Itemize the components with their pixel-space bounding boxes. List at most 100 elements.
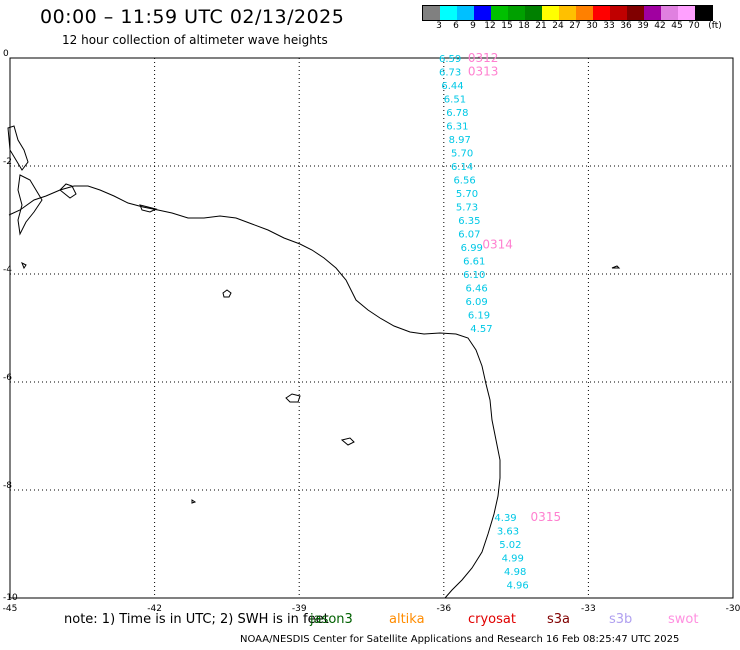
legend-tick-label: 45 (671, 21, 683, 31)
satellite-label-cryosat: cryosat (468, 612, 516, 627)
atol-das-rocas (222, 289, 232, 298)
wave-height-value: 6.73 (439, 68, 461, 79)
legend-swatch (644, 6, 661, 20)
legend-swatch (508, 6, 525, 20)
altimeter-observations: 6.59 6.73 6.44 6.51 6.78 6.31 8.97 5.70 6.14 6.56… (439, 54, 529, 592)
small-island-2 (611, 265, 621, 269)
wave-height-value: 4.96 (506, 581, 528, 592)
lon-tick-label: -42 (147, 604, 162, 614)
footer-note: note: 1) Time is in UTC; 2) SWH is in fe… (64, 612, 329, 627)
pass-date-label: 0313 (468, 65, 499, 79)
pass-date-label: 0312 (468, 51, 499, 65)
lon-tick-label: -30 (726, 604, 740, 614)
coastline (7, 125, 621, 599)
legend-tick-label: 6 (453, 21, 459, 31)
legend-swatch (474, 6, 491, 20)
legend-tick-label: 24 (552, 21, 564, 31)
map-frame (9, 57, 734, 599)
wave-height-value: 4.39 (494, 513, 516, 524)
wave-height-value: 5.02 (499, 540, 521, 551)
satellite-label-swot: swot (668, 612, 699, 627)
marajo-island-coast (7, 125, 29, 171)
legend-swatch (440, 6, 457, 20)
legend-swatch (457, 6, 474, 20)
lon-tick-label: -39 (292, 604, 307, 614)
st-peter-paul-island (340, 437, 355, 446)
lat-tick-label: 0 (3, 49, 9, 59)
satellite-label-jason3: jason3 (310, 612, 353, 627)
bay-coast (59, 183, 77, 199)
wave-height-value: 6.35 (458, 216, 480, 227)
legend-tick-label: 36 (620, 21, 632, 31)
legend-swatch (559, 6, 576, 20)
lon-tick-label: -36 (436, 604, 451, 614)
satellite-label-s3a: s3a (547, 612, 571, 627)
legend-tick-label: 42 (654, 21, 666, 31)
legend-tick-label: 70 (688, 21, 700, 31)
axis-tick-labels: -45 -42 -39 -36 -33 -30 0 -2 -4 -6 -8 -10 (3, 49, 740, 614)
wave-height-value: 4.99 (502, 554, 524, 565)
legend-swatch (593, 6, 610, 20)
legend-unit: (ft) (708, 21, 722, 31)
legend-tick-label: 18 (518, 21, 530, 31)
legend-tick-label: 33 (603, 21, 615, 31)
fernando-de-noronha (285, 393, 301, 403)
wave-height-value: 6.09 (465, 297, 487, 308)
small-island-1 (21, 261, 27, 270)
wave-height-color-legend (422, 5, 713, 21)
wave-height-value: 6.19 (468, 311, 490, 322)
legend-tick-label: 3 (436, 21, 442, 31)
legend-swatch (576, 6, 593, 20)
wave-height-value: 5.70 (456, 189, 478, 200)
legend-tick-label: 39 (637, 21, 649, 31)
legend-tick-label: 12 (484, 21, 496, 31)
legend-tick-label: 15 (501, 21, 513, 31)
lat-tick-label: -6 (3, 373, 12, 383)
map-subtitle: 12 hour collection of altimeter wave hei… (62, 33, 328, 47)
wave-height-value: 6.56 (453, 176, 475, 187)
wave-height-value: 6.46 (465, 284, 487, 295)
lencois-coast (139, 204, 158, 213)
lon-tick-label: -33 (581, 604, 596, 614)
legend-tick-label: 21 (535, 21, 547, 31)
wave-height-value: 6.51 (444, 95, 466, 106)
pass-date-label: 0315 (531, 510, 562, 524)
legend-swatch (661, 6, 678, 20)
legend-swatch (610, 6, 627, 20)
wave-height-value: 4.57 (470, 324, 492, 335)
lat-tick-label: -10 (3, 593, 18, 603)
wave-height-value: 6.99 (461, 243, 483, 254)
small-island-3 (191, 499, 197, 504)
legend-swatch (491, 6, 508, 20)
wave-height-value: 6.44 (441, 81, 463, 92)
satellite-label-s3b: s3b (609, 612, 633, 627)
wave-height-value: 6.07 (458, 230, 480, 241)
legend-swatch (542, 6, 559, 20)
legend-swatch (627, 6, 644, 20)
legend-swatch (678, 6, 695, 20)
wave-height-value: 8.97 (449, 135, 471, 146)
lat-tick-label: -8 (3, 481, 12, 491)
wave-height-value: 6.14 (451, 162, 473, 173)
wave-height-value: 6.61 (463, 257, 485, 268)
legend-tick-label: 9 (470, 21, 476, 31)
wave-height-value: 6.59 (439, 54, 461, 65)
wave-height-value: 5.73 (456, 203, 478, 214)
lat-lon-gridlines (10, 58, 733, 598)
lon-tick-label: -45 (3, 604, 18, 614)
map-title: 00:00 – 11:59 UTC 02/13/2025 (40, 6, 345, 28)
wave-height-value: 3.63 (497, 527, 519, 538)
brazil-coastline (8, 185, 501, 599)
legend-tick-label: 27 (569, 21, 581, 31)
legend-swatch (423, 6, 440, 20)
legend-swatch (525, 6, 542, 20)
pass-date-label: 0314 (482, 237, 513, 251)
credit-line: NOAA/NESDIS Center for Satellite Applica… (240, 634, 680, 645)
lat-tick-label: -2 (3, 157, 12, 167)
para-estuary-coast (17, 174, 43, 236)
lat-tick-label: -4 (3, 265, 12, 275)
wave-height-value: 6.78 (446, 108, 468, 119)
legend-swatch (695, 6, 712, 20)
legend-tick-label: 30 (586, 21, 598, 31)
